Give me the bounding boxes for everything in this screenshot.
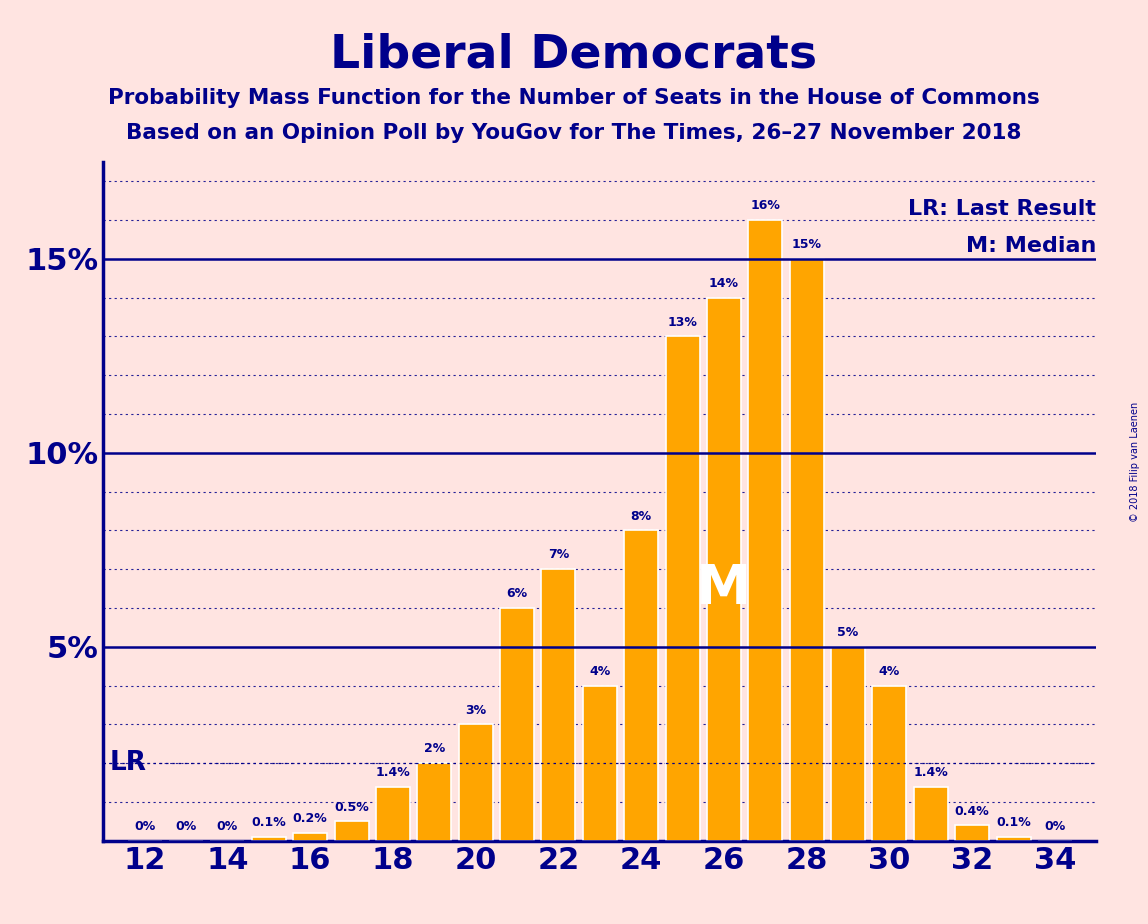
Bar [955, 825, 990, 841]
Text: 6%: 6% [506, 588, 528, 601]
Text: 4%: 4% [589, 665, 611, 678]
Text: LR: LR [109, 750, 147, 776]
Text: 0%: 0% [134, 821, 155, 833]
Bar [748, 220, 782, 841]
Text: M: M [697, 562, 752, 615]
Bar [251, 837, 286, 841]
Bar [334, 821, 369, 841]
Text: © 2018 Filip van Laenen: © 2018 Filip van Laenen [1130, 402, 1140, 522]
Text: LR: Last Result: LR: Last Result [908, 199, 1096, 219]
Bar [377, 786, 410, 841]
Text: Probability Mass Function for the Number of Seats in the House of Commons: Probability Mass Function for the Number… [108, 88, 1040, 108]
Text: 8%: 8% [630, 510, 652, 523]
Text: Based on an Opinion Poll by YouGov for The Times, 26–27 November 2018: Based on an Opinion Poll by YouGov for T… [126, 123, 1022, 143]
Text: 1.4%: 1.4% [914, 766, 948, 779]
Text: 2%: 2% [424, 743, 445, 756]
Bar [914, 786, 948, 841]
Bar [293, 833, 327, 841]
Bar [501, 608, 534, 841]
Bar [872, 686, 907, 841]
Text: 5%: 5% [837, 626, 859, 639]
Bar [790, 259, 823, 841]
Bar [459, 724, 492, 841]
Text: M: Median: M: Median [965, 236, 1096, 256]
Text: 16%: 16% [751, 200, 781, 213]
Text: Liberal Democrats: Liberal Democrats [331, 32, 817, 78]
Bar [831, 647, 866, 841]
Bar [666, 336, 699, 841]
Text: 1.4%: 1.4% [375, 766, 410, 779]
Text: 3%: 3% [465, 704, 487, 717]
Bar [418, 763, 451, 841]
Text: 14%: 14% [709, 277, 739, 290]
Bar [996, 837, 1031, 841]
Text: 0.2%: 0.2% [293, 812, 327, 825]
Bar [707, 298, 740, 841]
Text: 0.4%: 0.4% [955, 805, 990, 818]
Text: 0.1%: 0.1% [251, 816, 286, 829]
Text: 0%: 0% [176, 821, 196, 833]
Text: 15%: 15% [792, 238, 822, 251]
Text: 7%: 7% [548, 549, 569, 562]
Bar [542, 569, 575, 841]
Text: 13%: 13% [668, 316, 698, 329]
Text: 0%: 0% [1045, 821, 1065, 833]
Text: 0.5%: 0.5% [334, 801, 369, 814]
Text: 0%: 0% [217, 821, 238, 833]
Bar [583, 686, 616, 841]
Text: 0.1%: 0.1% [996, 816, 1031, 829]
Text: 4%: 4% [879, 665, 900, 678]
Bar [625, 530, 658, 841]
